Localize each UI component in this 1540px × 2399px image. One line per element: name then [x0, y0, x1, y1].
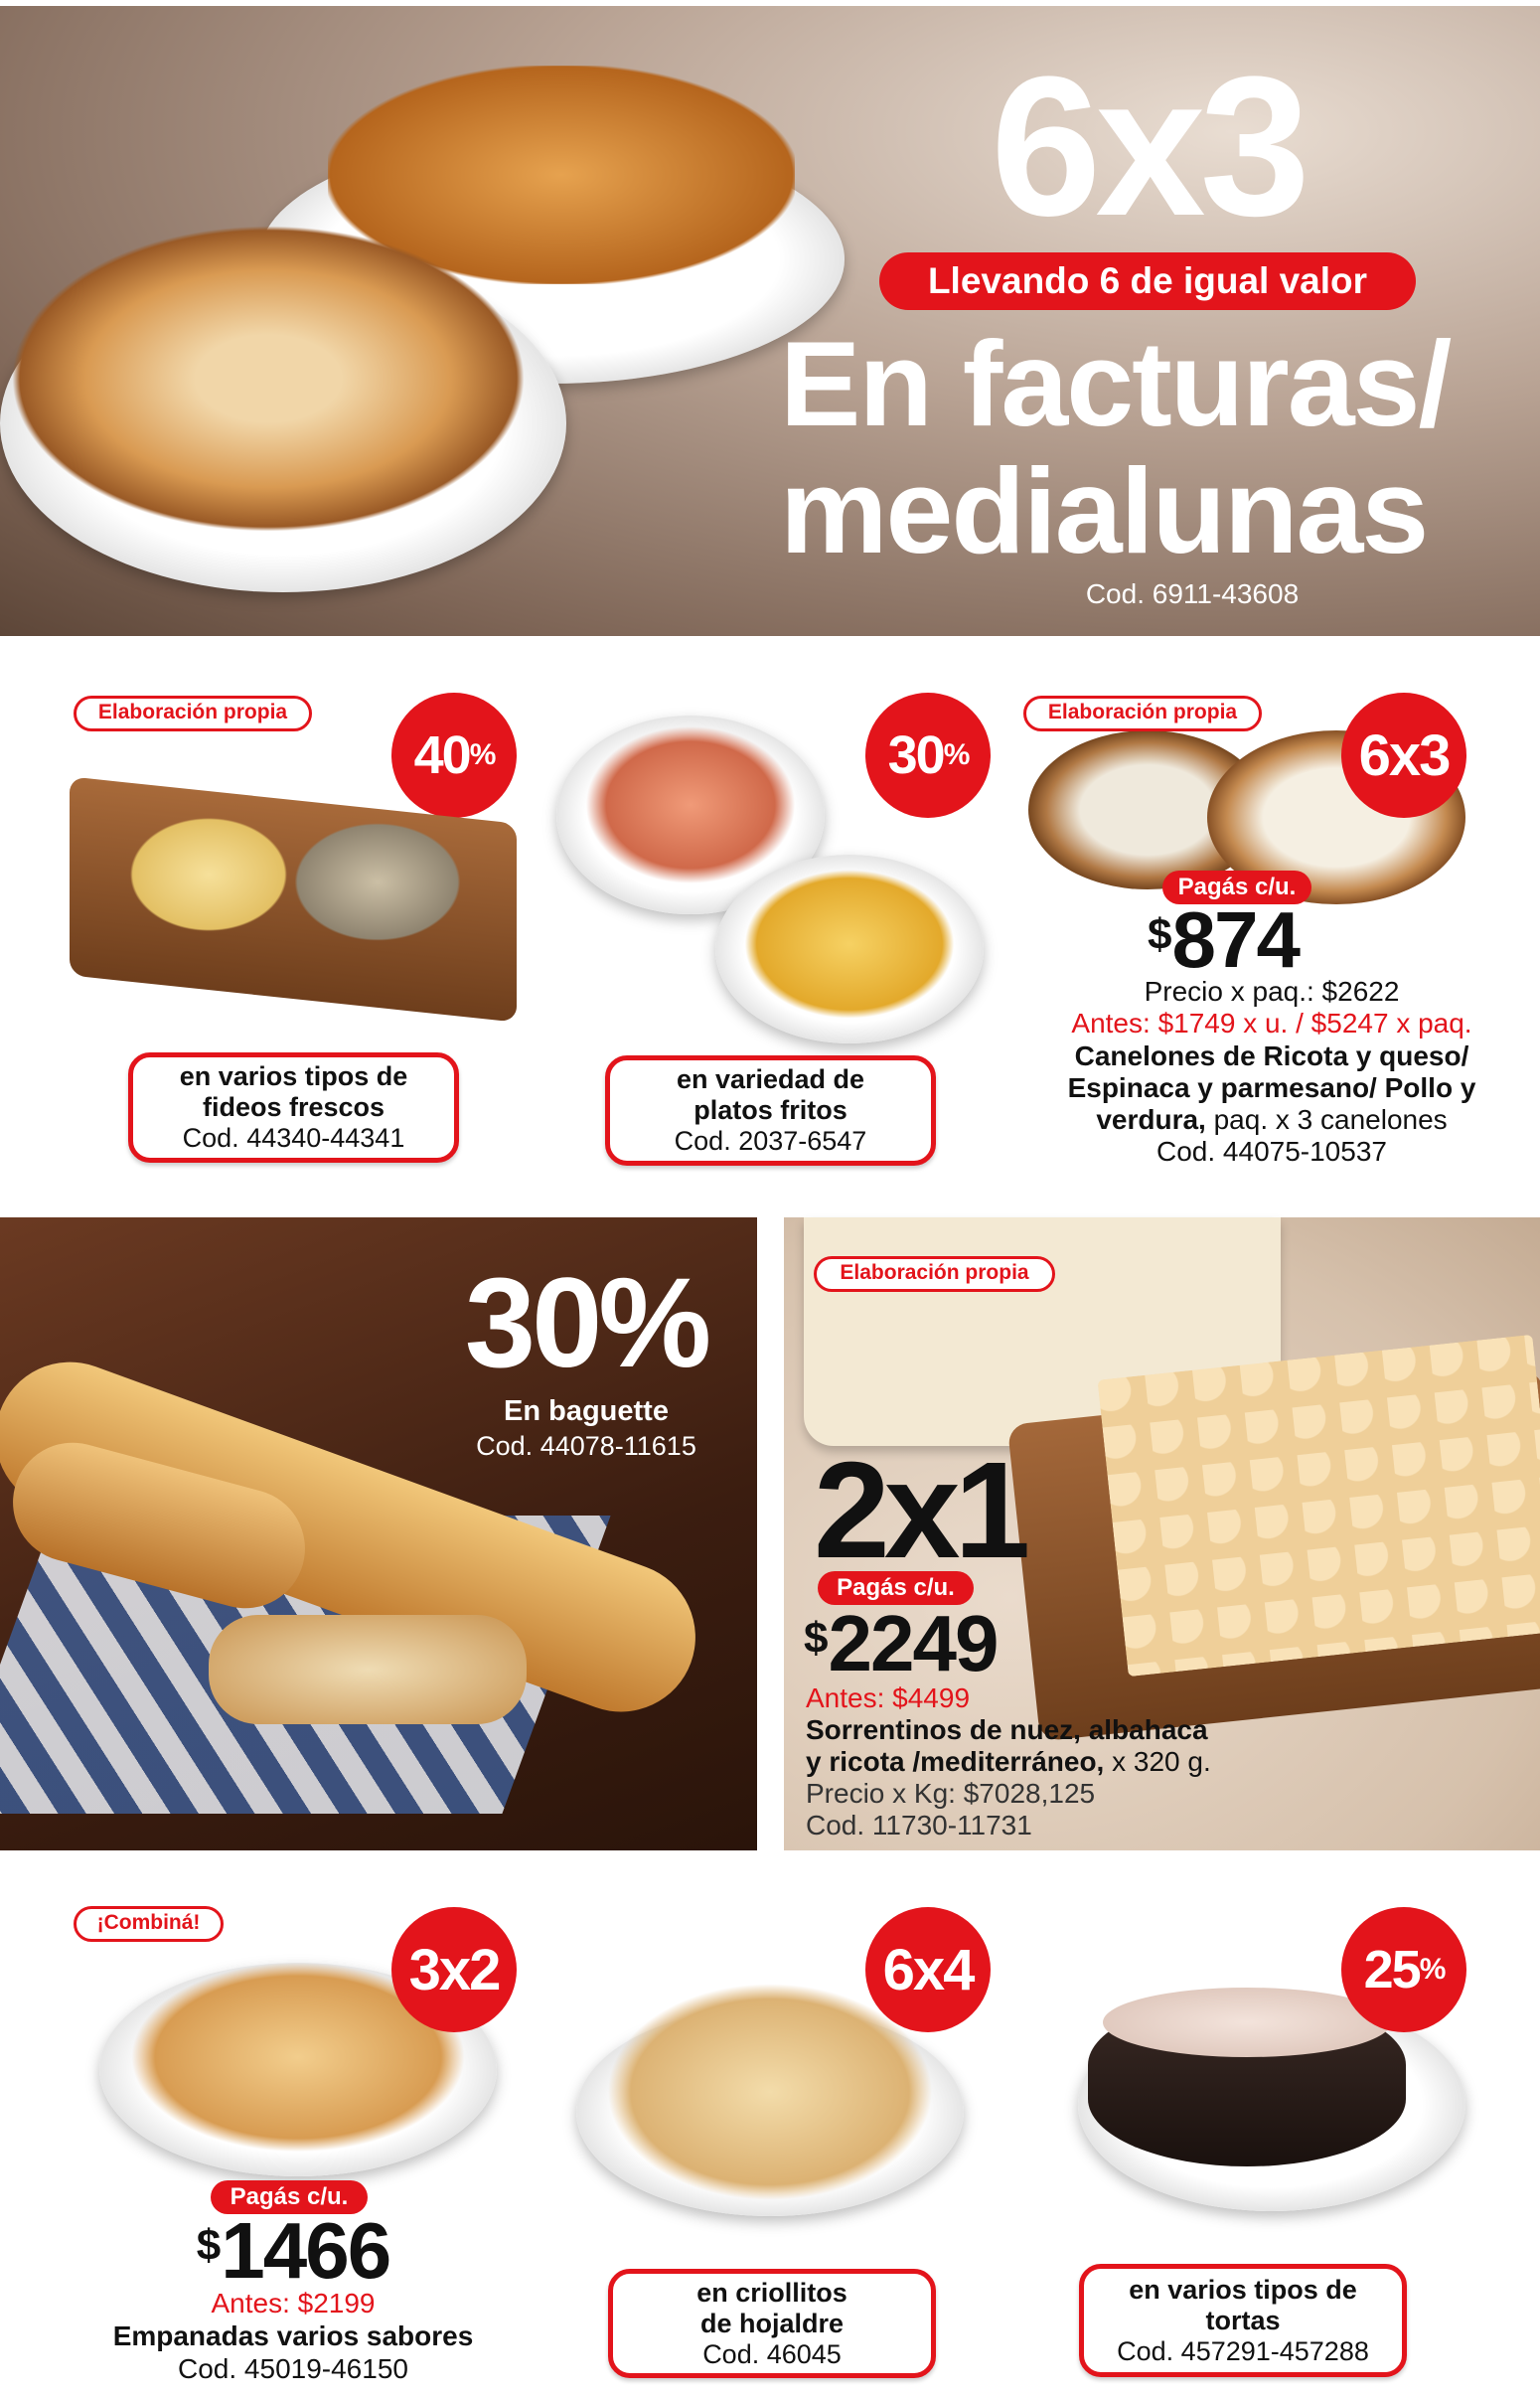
product-name: Canelones de Ricota y queso/ — [1074, 1040, 1469, 1071]
cake-top-image — [1103, 1988, 1391, 2057]
promo-badge: 3x2 — [391, 1907, 517, 2032]
kg-price: Precio x Kg: $7028,125 — [806, 1778, 1096, 1809]
discount-badge: 30% — [865, 693, 991, 818]
price: $1466 — [196, 2206, 391, 2295]
box-line: en varios tipos de — [1129, 2274, 1357, 2305]
promo-badge: 6x3 — [1341, 693, 1466, 818]
box-line: fideos frescos — [202, 1092, 385, 1122]
box-line: tortas — [1205, 2305, 1281, 2335]
price: $874 — [1148, 895, 1301, 984]
product-code: Cod. 46045 — [702, 2338, 842, 2369]
pack-price: Precio x paq.: $2622 — [1144, 976, 1400, 1007]
discount-badge: 25% — [1341, 1907, 1466, 2032]
before-price: Antes: $1749 x u. / $5247 x paq. — [1071, 1008, 1472, 1039]
product-code: Cod. 44075-10537 — [1156, 1136, 1387, 1167]
facturas-image — [10, 225, 527, 533]
promo-badge: 6x4 — [865, 1907, 991, 2032]
offer-box-tortas: en varios tipos de tortas Cod. 457291-45… — [1079, 2264, 1407, 2377]
tag-combina: ¡Combiná! — [74, 1906, 224, 1942]
pay-each-pill: Pagás c/u. — [211, 2180, 368, 2214]
price: $2249 — [804, 1599, 999, 1687]
fried-fish-image — [571, 716, 810, 894]
pay-each-pill: Pagás c/u. — [1162, 871, 1311, 904]
offer-box-platos-fritos: en variedad de platos fritos Cod. 2037-6… — [605, 1055, 936, 1166]
product-code: Cod. 11730-11731 — [806, 1810, 1032, 1840]
product-name: Espinaca y parmesano/ Pollo y — [1067, 1072, 1476, 1103]
hero-banner: 6x3 Llevando 6 de igual valor En factura… — [0, 6, 1540, 636]
product-name: verdura, paq. x 3 canelones — [1096, 1104, 1448, 1135]
product-code: Cod. 2037-6547 — [674, 1126, 867, 1156]
baguette-panel: 30% En baguette Cod. 44078-11615 — [0, 1217, 757, 1850]
promo-title: 2x1 — [814, 1434, 1030, 1587]
hero-condition-pill: Llevando 6 de igual valor — [879, 252, 1416, 310]
tag-elaboracion-propia: Elaboración propia — [74, 696, 312, 731]
product-code: Cod. 44078-11615 — [476, 1431, 696, 1461]
fideos-integrales-image — [283, 815, 472, 949]
product-name: Empanadas varios sabores — [112, 2320, 474, 2351]
product-code: Cod. 45019-46150 — [178, 2353, 408, 2384]
product-name: y ricota /mediterráneo, x 320 g. — [806, 1746, 1211, 1777]
product-code: Cod. 457291-457288 — [1117, 2335, 1369, 2366]
hero-title-line2: medialunas — [780, 443, 1429, 578]
offer-box-fideos: en varios tipos de fideos frescos Cod. 4… — [128, 1052, 459, 1163]
discount-badge: 40% — [391, 693, 517, 818]
box-line: en criollitos — [696, 2277, 847, 2308]
box-line: en varios tipos de — [179, 1061, 408, 1091]
product-code: Cod. 44340-44341 — [182, 1123, 405, 1153]
offer-box-criollitos: en criollitos de hojaldre Cod. 46045 — [608, 2269, 936, 2378]
fries-image — [730, 860, 969, 1029]
hero-code: Cod. 6911-43608 — [1085, 578, 1300, 609]
box-line: en variedad de — [676, 1064, 865, 1094]
sorrentinos-panel: Elaboración propia 2x1 Pagás c/u. $2249 … — [784, 1217, 1540, 1850]
tag-elaboracion-propia: Elaboración propia — [814, 1256, 1055, 1292]
before-price: Antes: $2199 — [211, 2288, 376, 2319]
pay-each-pill: Pagás c/u. — [818, 1571, 974, 1605]
tag-elaboracion-propia: Elaboración propia — [1023, 696, 1262, 731]
box-line: de hojaldre — [699, 2308, 845, 2338]
hero-title-line1: En facturas/ — [780, 316, 1452, 451]
product-label: En baguette — [504, 1395, 669, 1427]
box-line: platos fritos — [693, 1095, 847, 1125]
before-price: Antes: $4499 — [806, 1682, 971, 1713]
hero-promo: 6x3 — [991, 36, 1310, 257]
fideos-image — [119, 810, 298, 939]
product-name: Sorrentinos de nuez, albahaca — [806, 1714, 1208, 1745]
discount-title: 30% — [464, 1252, 711, 1394]
sorrentinos-image — [1097, 1334, 1540, 1678]
baguette-slices-image — [209, 1615, 527, 1724]
